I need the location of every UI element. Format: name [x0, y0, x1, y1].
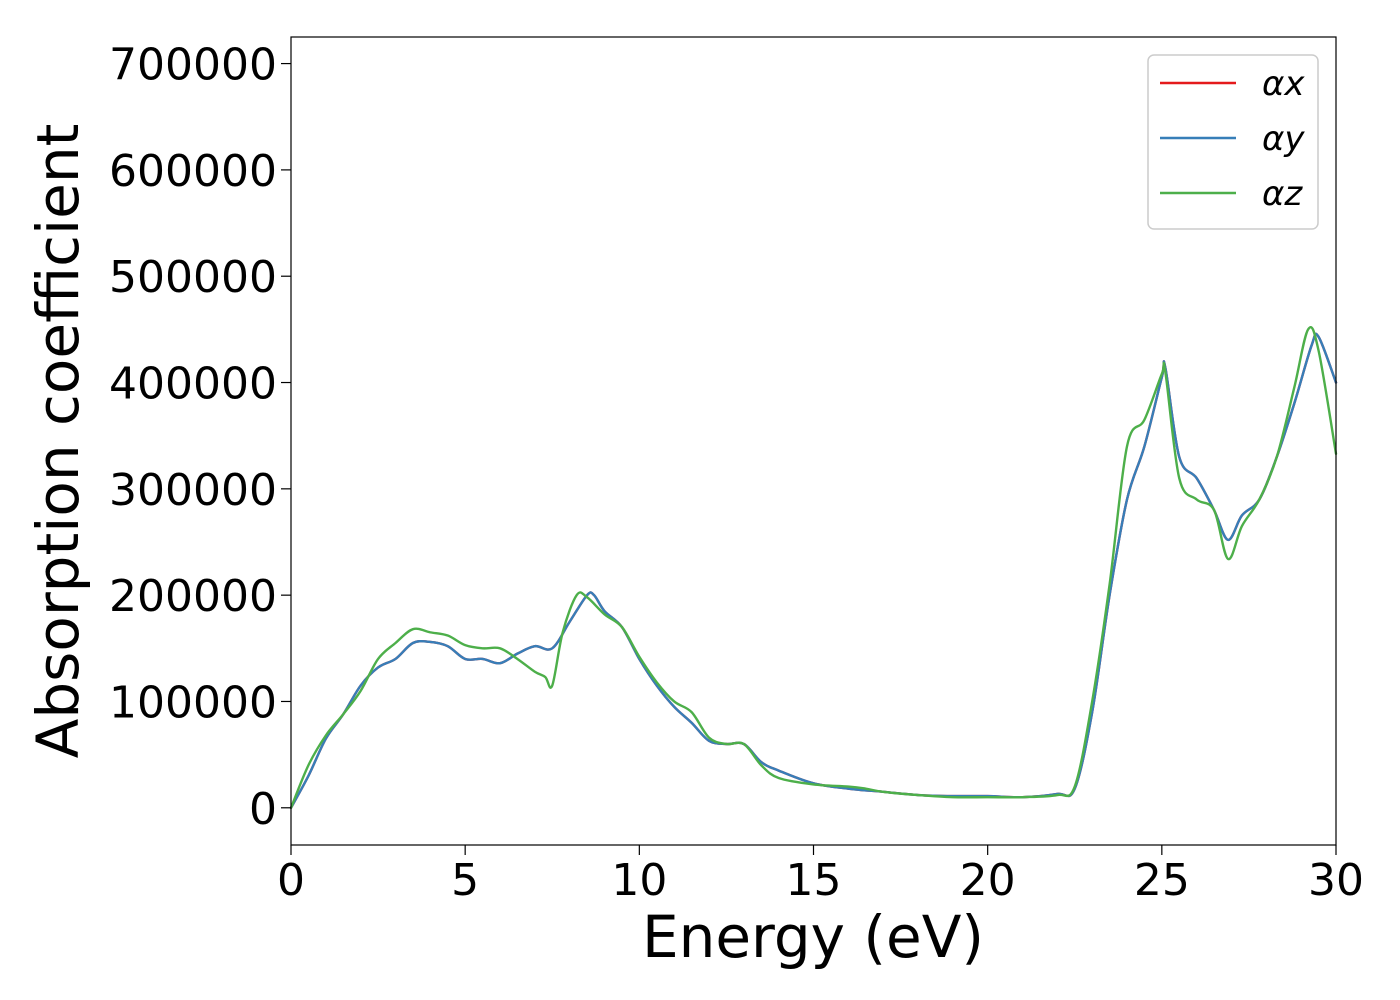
y-tick-label: 500000: [109, 252, 277, 303]
legend-label-1: αx: [1262, 64, 1305, 104]
series-layer: [289, 325, 1338, 809]
y-axis-title: Absorption coefficient: [24, 124, 92, 759]
y-tick-label: 400000: [109, 359, 277, 410]
x-tick-label: 20: [960, 855, 1016, 906]
x-axis: 0 5 10 15 20 25 30: [277, 845, 1364, 906]
x-tick-label: 10: [611, 855, 667, 906]
legend-label-2: αy: [1262, 119, 1305, 159]
series-line-2: [289, 332, 1338, 809]
y-axis: 0 100000 200000 300000 400000 500000 600000 700…: [109, 40, 291, 835]
y-tick-label: 600000: [109, 146, 277, 197]
y-tick-label: 700000: [109, 40, 277, 91]
legend-items: αx αy αz: [1160, 64, 1305, 214]
x-axis-title: Energy (eV): [642, 903, 984, 971]
x-tick-label: 5: [451, 855, 479, 906]
x-tick-label: 0: [277, 855, 305, 906]
y-tick-label: 100000: [109, 677, 277, 728]
legend-label-3: αz: [1262, 174, 1303, 214]
legend-box: [1147, 54, 1319, 230]
x-tick-label: 15: [786, 855, 842, 906]
x-tick-label: 30: [1308, 855, 1364, 906]
y-tick-label: 200000: [109, 571, 277, 622]
y-tick-label: 300000: [109, 465, 277, 516]
legend: αx αy αz: [1147, 54, 1319, 230]
y-tick-label: 0: [249, 784, 277, 835]
series-line-3: [289, 325, 1338, 809]
x-tick-label: 25: [1134, 855, 1190, 906]
